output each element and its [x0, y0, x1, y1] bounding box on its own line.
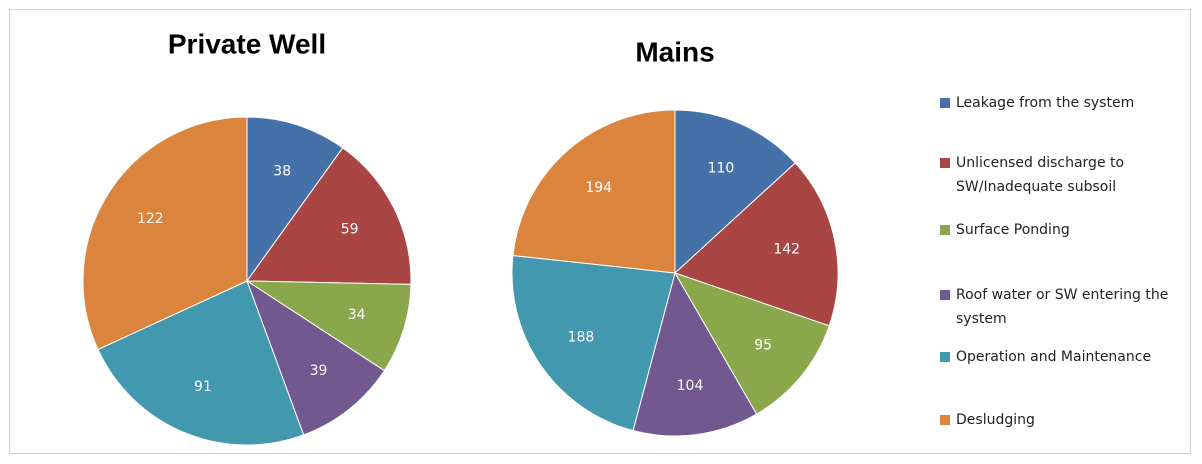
legend-label: Desludging	[956, 412, 1035, 428]
data-label: 104	[677, 378, 704, 394]
pie-slice	[512, 109, 676, 274]
chart-title: Mains	[635, 36, 714, 67]
data-label: 110	[708, 161, 735, 177]
legend-label: Roof water or SW entering the system	[956, 287, 1169, 327]
pie-slice	[97, 280, 305, 446]
data-label: 194	[585, 180, 612, 196]
pie-slice	[673, 272, 830, 415]
legend-label: Unlicensed discharge to SW/Inadequate su…	[956, 155, 1125, 195]
chart-title: Private Well	[168, 28, 326, 59]
legend-item: Leakage from the system	[940, 91, 1196, 115]
chart-frame	[9, 9, 1191, 454]
data-label: 122	[137, 211, 164, 227]
pie-slice	[246, 147, 412, 285]
legend-item: Desludging	[940, 408, 1196, 432]
legend-label: Surface Ponding	[956, 222, 1070, 238]
legend-swatch	[940, 415, 950, 425]
data-label: 34	[348, 307, 366, 323]
pie-slice	[246, 116, 344, 283]
legend-swatch	[940, 352, 950, 362]
pie-slice	[82, 116, 248, 351]
legend-item: Operation and Maintenance	[940, 345, 1196, 369]
legend-swatch	[940, 290, 950, 300]
pie-slice	[632, 271, 758, 437]
data-label: 59	[341, 222, 359, 238]
pie-slice	[674, 162, 839, 327]
pie-slice	[674, 109, 796, 275]
legend-label: Operation and Maintenance	[956, 349, 1152, 365]
data-label: 188	[568, 330, 595, 346]
legend-item: Roof water or SW entering the system	[940, 283, 1196, 331]
data-label: 95	[754, 337, 772, 353]
data-label: 39	[310, 363, 328, 379]
legend-swatch	[940, 98, 950, 108]
pie-slice	[245, 280, 412, 372]
legend-swatch	[940, 158, 950, 168]
pie-slice	[246, 279, 386, 436]
pie-slice	[511, 254, 676, 432]
legend-swatch	[940, 225, 950, 235]
legend-item: Unlicensed discharge to SW/Inadequate su…	[940, 151, 1196, 199]
legend-item: Surface Ponding	[940, 218, 1196, 242]
data-label: 38	[273, 164, 291, 180]
data-label: 142	[773, 242, 800, 258]
data-label: 91	[194, 379, 212, 395]
legend-label: Leakage from the system	[956, 95, 1135, 111]
